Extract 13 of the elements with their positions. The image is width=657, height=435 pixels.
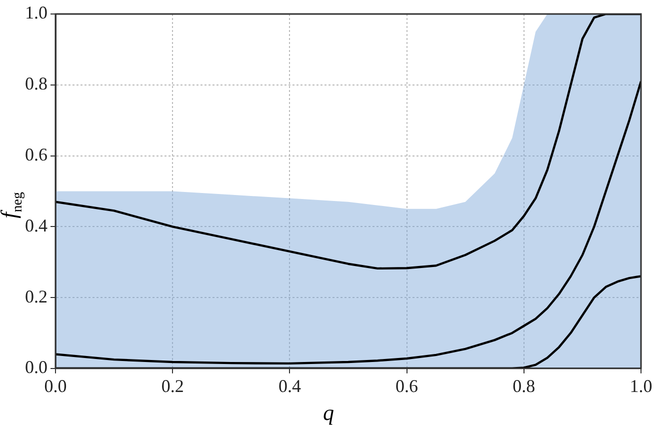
y-tick-label: 0.6	[25, 144, 48, 164]
x-tick-label: 0.4	[278, 376, 301, 396]
x-tick-label: 1.0	[630, 376, 652, 396]
x-tick-label: 0.0	[44, 376, 67, 396]
x-tick-label: 0.2	[161, 376, 184, 396]
y-tick-label: 0.2	[25, 286, 48, 306]
y-tick-label: 0.0	[25, 357, 48, 378]
y-tick-label: 0.8	[25, 74, 48, 94]
x-axis-title: q	[322, 400, 335, 426]
x-tick-label: 0.8	[512, 376, 536, 396]
y-tick-label: 1.0	[25, 2, 48, 23]
x-tick-label: 0.6	[396, 376, 418, 396]
y-tick-label: 0.4	[25, 215, 48, 236]
